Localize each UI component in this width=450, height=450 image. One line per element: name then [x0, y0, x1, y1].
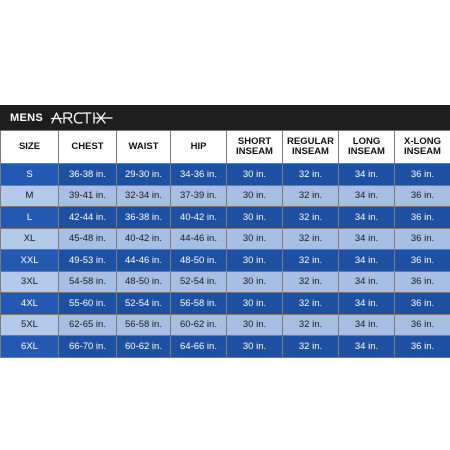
column-header: HIP [170, 130, 227, 164]
measurement-cell: 52-54 in. [116, 292, 171, 315]
size-cell: XL [0, 227, 59, 250]
measurement-cell: 36 in. [394, 292, 450, 315]
measurement-cell: 54-58 in. [58, 270, 117, 293]
column-header: REGULAR INSEAM [282, 130, 339, 164]
measurement-cell: 32 in. [282, 206, 339, 229]
measurement-cell: 48-50 in. [170, 249, 227, 272]
table-row: 4XL 55-60 in. 52-54 in. 56-58 in. 30 in. 32 i… [0, 292, 450, 315]
table-row: 5XL 62-65 in. 56-58 in. 60-62 in. 30 in. 32 i… [0, 313, 450, 336]
measurement-cell: 36 in. [394, 249, 450, 272]
column-header: WAIST [116, 130, 171, 164]
chart-header-bar: MENS [0, 105, 450, 130]
measurement-cell: 40-42 in. [170, 206, 227, 229]
measurement-cell: 34-36 in. [170, 163, 227, 186]
size-table: SIZE CHEST WAIST HIP SHORT INSEAM REGULAR INSEA… [0, 130, 450, 358]
size-cell: M [0, 184, 59, 207]
measurement-cell: 56-58 in. [116, 313, 171, 336]
measurement-cell: 42-44 in. [58, 206, 117, 229]
size-cell: 3XL [0, 270, 59, 293]
measurement-cell: 36-38 in. [116, 206, 171, 229]
measurement-cell: 49-53 in. [58, 249, 117, 272]
measurement-cell: 32 in. [282, 270, 339, 293]
measurement-cell: 36 in. [394, 335, 450, 358]
measurement-cell: 34 in. [338, 227, 395, 250]
measurement-cell: 45-48 in. [58, 227, 117, 250]
chart-title-prefix: MENS [10, 111, 43, 124]
size-cell: L [0, 206, 59, 229]
table-row: XXL 49-53 in. 44-46 in. 48-50 in. 30 in. 32 i… [0, 249, 450, 272]
measurement-cell: 29-30 in. [116, 163, 171, 186]
measurement-cell: 60-62 in. [170, 313, 227, 336]
measurement-cell: 39-41 in. [58, 184, 117, 207]
measurement-cell: 32 in. [282, 313, 339, 336]
measurement-cell: 60-62 in. [116, 335, 171, 358]
table-row: 3XL 54-58 in. 48-50 in. 52-54 in. 30 in. 32 i… [0, 270, 450, 293]
measurement-cell: 32 in. [282, 163, 339, 186]
measurement-cell: 32 in. [282, 184, 339, 207]
column-header: X-LONG INSEAM [394, 130, 450, 164]
column-header: SHORT INSEAM [226, 130, 283, 164]
measurement-cell: 34 in. [338, 335, 395, 358]
measurement-cell: 36 in. [394, 163, 450, 186]
measurement-cell: 32 in. [282, 292, 339, 315]
measurement-cell: 34 in. [338, 249, 395, 272]
measurement-cell: 30 in. [226, 227, 283, 250]
table-row: 6XL 66-70 in. 60-62 in. 64-66 in. 30 in. 32 i… [0, 335, 450, 358]
size-cell: 4XL [0, 292, 59, 315]
column-header: LONG INSEAM [338, 130, 395, 164]
measurement-cell: 30 in. [226, 270, 283, 293]
table-row: M 39-41 in. 32-34 in. 37-39 in. 30 in. 32 in.… [0, 184, 450, 207]
measurement-cell: 34 in. [338, 292, 395, 315]
measurement-cell: 52-54 in. [170, 270, 227, 293]
measurement-cell: 30 in. [226, 184, 283, 207]
table-body: S 36-38 in. 29-30 in. 34-36 in. 30 in. 32 in.… [0, 163, 450, 358]
measurement-cell: 40-42 in. [116, 227, 171, 250]
measurement-cell: 37-39 in. [170, 184, 227, 207]
measurement-cell: 36 in. [394, 227, 450, 250]
size-chart: MENS [0, 105, 450, 358]
measurement-cell: 34 in. [338, 313, 395, 336]
measurement-cell: 34 in. [338, 206, 395, 229]
measurement-cell: 34 in. [338, 184, 395, 207]
measurement-cell: 30 in. [226, 249, 283, 272]
measurement-cell: 34 in. [338, 270, 395, 293]
measurement-cell: 32-34 in. [116, 184, 171, 207]
measurement-cell: 32 in. [282, 335, 339, 358]
measurement-cell: 44-46 in. [116, 249, 171, 272]
measurement-cell: 55-60 in. [58, 292, 117, 315]
table-row: S 36-38 in. 29-30 in. 34-36 in. 30 in. 32 in.… [0, 163, 450, 186]
measurement-cell: 30 in. [226, 313, 283, 336]
measurement-cell: 64-66 in. [170, 335, 227, 358]
column-header: CHEST [58, 130, 117, 164]
measurement-cell: 32 in. [282, 227, 339, 250]
measurement-cell: 44-46 in. [170, 227, 227, 250]
table-row: L 42-44 in. 36-38 in. 40-42 in. 30 in. 32 in.… [0, 206, 450, 229]
size-cell: S [0, 163, 59, 186]
arctix-logo [50, 111, 113, 124]
measurement-cell: 66-70 in. [58, 335, 117, 358]
measurement-cell: 36 in. [394, 206, 450, 229]
measurement-cell: 36 in. [394, 184, 450, 207]
measurement-cell: 48-50 in. [116, 270, 171, 293]
size-cell: 5XL [0, 313, 59, 336]
measurement-cell: 32 in. [282, 249, 339, 272]
measurement-cell: 56-58 in. [170, 292, 227, 315]
measurement-cell: 30 in. [226, 206, 283, 229]
measurement-cell: 36 in. [394, 270, 450, 293]
measurement-cell: 62-65 in. [58, 313, 117, 336]
measurement-cell: 36-38 in. [58, 163, 117, 186]
measurement-cell: 30 in. [226, 292, 283, 315]
column-header: SIZE [0, 130, 59, 164]
measurement-cell: 30 in. [226, 335, 283, 358]
size-cell: XXL [0, 249, 59, 272]
measurement-cell: 34 in. [338, 163, 395, 186]
table-row: XL 45-48 in. 40-42 in. 44-46 in. 30 in. 32 in… [0, 227, 450, 250]
measurement-cell: 36 in. [394, 313, 450, 336]
table-header-row: SIZE CHEST WAIST HIP SHORT INSEAM REGULAR INSEA… [0, 130, 450, 164]
size-cell: 6XL [0, 335, 59, 358]
measurement-cell: 30 in. [226, 163, 283, 186]
